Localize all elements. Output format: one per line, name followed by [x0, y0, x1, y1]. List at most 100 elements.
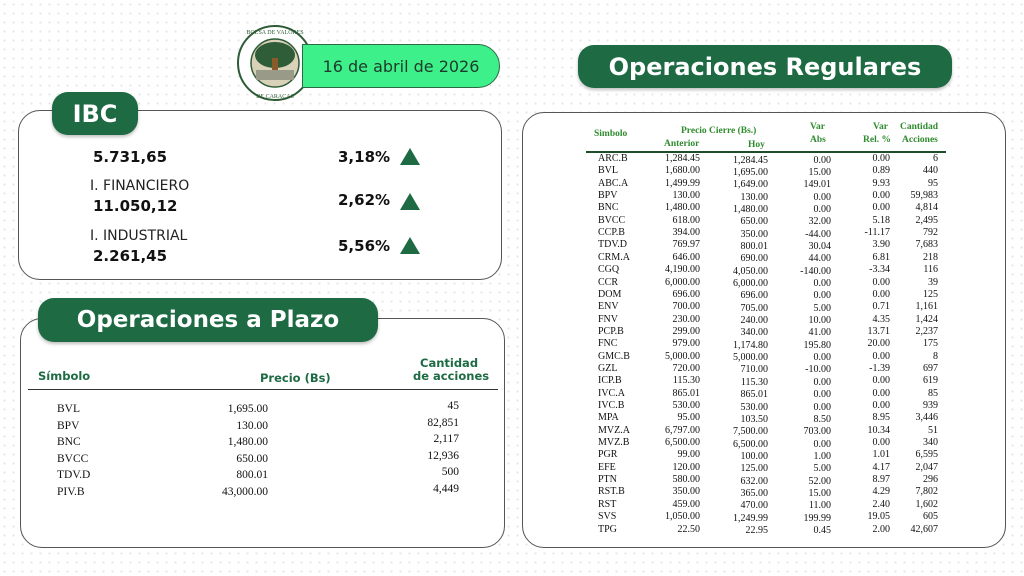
reg-var-abs: 15.00 — [808, 166, 832, 178]
reg-anterior: 459.00 — [672, 498, 701, 510]
plazo-symbol: BVL — [57, 403, 80, 415]
reg-hoy: 6,000.00 — [733, 278, 768, 289]
reg-symbol: PCP.B — [598, 325, 624, 337]
reg-hoy: 22.95 — [745, 525, 769, 536]
reg-cantidad: 4,814 — [915, 202, 939, 214]
ibc-value: 5.731,65 — [93, 148, 168, 166]
reg-var-rel: 6.81 — [872, 251, 891, 263]
reg-anterior: 696.00 — [672, 288, 701, 300]
reg-var-rel: 0.71 — [872, 301, 891, 313]
reg-var-abs: 0.00 — [813, 389, 832, 401]
reg-cantidad: 1,424 — [915, 313, 939, 325]
reg-symbol: ENV — [598, 301, 619, 313]
reg-symbol: ABC.A — [598, 177, 629, 189]
regulares-title-text: Operaciones Regulares — [608, 52, 922, 81]
reg-symbol: TDV.D — [598, 239, 627, 251]
financiero-label: I. FINANCIERO — [90, 178, 190, 194]
up-arrow-icon — [400, 148, 420, 165]
reg-cantidad: 2,047 — [915, 461, 939, 473]
reg-cantidad: 1,602 — [915, 498, 939, 510]
industrial-pct: 5,56% — [338, 237, 391, 255]
reg-var-rel: 0.00 — [872, 190, 891, 202]
reg-anterior: 618.00 — [672, 214, 701, 226]
date-pill: 16 de abril de 2026 — [302, 44, 500, 88]
reg-var-abs: 15.00 — [808, 487, 832, 499]
reg-var-rel: 2.00 — [872, 523, 891, 535]
ibc-pct: 3,18% — [338, 148, 391, 166]
reg-var-abs: 32.00 — [808, 216, 832, 228]
reg-hoy: 130.00 — [740, 191, 769, 203]
reg-symbol: PTN — [598, 474, 617, 486]
reg-var-rel: 4.29 — [872, 486, 891, 498]
plazo-quantity: 4,449 — [433, 483, 459, 495]
plazo-header-cantidad: Cantidad — [420, 356, 479, 370]
reg-hoy: 696.00 — [740, 290, 769, 302]
reg-var-abs: 703.00 — [803, 426, 832, 438]
reg-header-simbolo: Simbolo — [594, 129, 628, 139]
reg-var-rel: 2.40 — [872, 498, 891, 510]
plazo-title: Operaciones a Plazo — [38, 298, 378, 342]
reg-symbol: PGR — [598, 449, 618, 461]
reg-anterior: 979.00 — [672, 338, 701, 350]
reg-cantidad: 51 — [928, 424, 938, 436]
reg-var-rel: 0.00 — [872, 400, 891, 411]
reg-var-abs: 30.04 — [808, 240, 832, 252]
up-arrow-icon — [400, 237, 420, 254]
reg-var-abs: 0.45 — [813, 525, 832, 536]
reg-symbol: EFE — [598, 461, 616, 473]
reg-var-abs: 0.00 — [813, 191, 832, 203]
reg-symbol: CCR — [598, 276, 619, 288]
plazo-price: 43,000.00 — [222, 486, 268, 498]
svg-text:BOLSA DE VALORES: BOLSA DE VALORES — [246, 30, 303, 36]
up-arrow-icon — [400, 193, 420, 210]
reg-hoy: 365.00 — [740, 487, 769, 499]
reg-symbol: BNC — [598, 202, 619, 214]
reg-var-rel: 0.00 — [872, 202, 891, 214]
reg-anterior: 1,480.00 — [665, 202, 700, 214]
reg-cantidad: 6,595 — [915, 449, 939, 461]
reg-symbol: RST — [598, 498, 617, 510]
reg-var-abs: 52.00 — [808, 475, 832, 487]
reg-symbol: MVZ.B — [598, 437, 630, 449]
reg-var-rel: 19.05 — [867, 511, 891, 523]
svg-text:DE CARACAS: DE CARACAS — [256, 94, 294, 100]
plazo-symbol: PIV.B — [57, 486, 85, 498]
reg-var-abs: 0.00 — [813, 278, 832, 289]
reg-anterior: 865.01 — [672, 387, 701, 399]
reg-var-abs: 0.00 — [813, 203, 832, 215]
financiero-value: 11.050,12 — [93, 197, 178, 215]
reg-anterior: 720.00 — [672, 362, 701, 374]
reg-var-rel: 4.35 — [872, 313, 891, 325]
reg-hoy: 865.01 — [740, 389, 769, 401]
plazo-header-acciones: de acciones — [413, 369, 490, 383]
ibc-panel — [18, 110, 502, 280]
reg-var-abs: -10.00 — [805, 364, 831, 376]
reg-symbol: BPV — [598, 190, 618, 202]
reg-anterior: 22.50 — [677, 523, 701, 535]
plazo-quantity: 2,117 — [433, 433, 459, 446]
reg-symbol: BVL — [598, 165, 618, 177]
reg-header-acciones: Acciones — [902, 135, 938, 145]
reg-anterior: 1,499.99 — [665, 177, 700, 189]
plazo-price: 130.00 — [236, 419, 268, 432]
reg-header-cantidad: Cantidad — [900, 122, 939, 132]
reg-cantidad: 85 — [928, 387, 938, 399]
reg-var-abs: -44.00 — [805, 228, 831, 240]
plazo-title-text: Operaciones a Plazo — [76, 307, 340, 333]
financiero-pct: 2,62% — [338, 191, 391, 209]
reg-symbol: IVC.B — [598, 400, 625, 411]
reg-hoy: 350.00 — [740, 228, 769, 240]
reg-anterior: 350.00 — [672, 486, 701, 498]
reg-hoy: 125.00 — [740, 463, 769, 475]
reg-hoy: 5,000.00 — [733, 352, 768, 364]
reg-var-rel: 0.00 — [872, 153, 891, 164]
reg-symbol: RST.B — [598, 486, 625, 498]
reg-var-rel: 1.01 — [872, 449, 891, 461]
reg-hoy: 6,500.00 — [733, 438, 768, 450]
reg-hoy: 240.00 — [740, 315, 769, 327]
reg-cantidad: 7,802 — [915, 486, 939, 498]
reg-anterior: 6,797.00 — [665, 424, 700, 436]
reg-anterior: 394.00 — [672, 227, 701, 239]
reg-anterior: 646.00 — [672, 251, 701, 263]
reg-cantidad: 95 — [928, 177, 938, 189]
